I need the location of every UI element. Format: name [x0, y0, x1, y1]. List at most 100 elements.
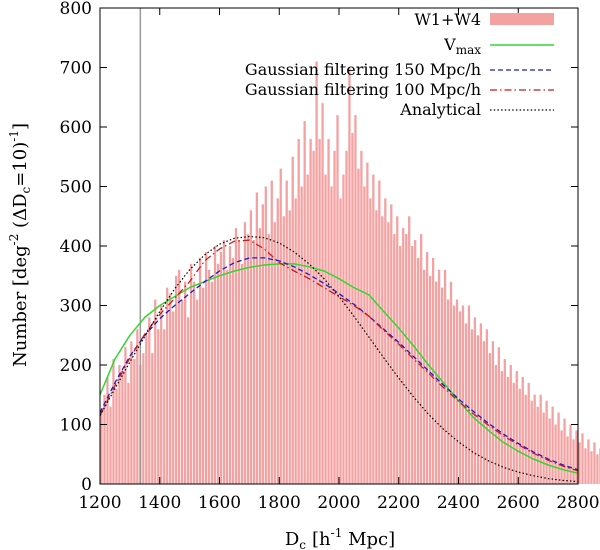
histogram-bar [351, 132, 354, 484]
histogram-bar [339, 198, 342, 484]
histogram-bar [506, 376, 509, 484]
histogram-bar [186, 317, 190, 484]
histogram-bar [261, 204, 264, 484]
histogram-bar [175, 275, 178, 484]
curve-gauss100 [99, 239, 579, 472]
x-tick-label: 1400 [138, 493, 181, 513]
histogram-bar [100, 412, 103, 484]
histogram-bar [554, 424, 557, 484]
histogram-bar [315, 61, 318, 485]
histogram-bar [166, 287, 169, 484]
histogram-bar [524, 394, 527, 484]
histogram-bar [121, 370, 124, 484]
histogram-bar [273, 222, 276, 484]
histogram-bar [207, 269, 211, 484]
histogram-bar [243, 222, 247, 484]
histogram-bar [396, 216, 399, 484]
histogram-bar [369, 198, 372, 484]
histogram-bar [366, 162, 369, 484]
y-axis-ticks: 0 100 200 300 400 500 600 700 800 [60, 0, 578, 495]
histogram-bar [578, 442, 581, 484]
histogram-bar [321, 103, 324, 484]
legend-entry-gauss150: Gaussian filtering 150 Mpc/h [245, 60, 554, 79]
histogram-bar [428, 275, 432, 484]
histogram-bar [300, 186, 303, 484]
histogram-bar [593, 442, 596, 484]
histogram-bar [124, 347, 127, 484]
y-tick-label: 700 [60, 59, 92, 79]
histogram-bar [384, 198, 387, 484]
histogram-bar [372, 174, 375, 484]
histogram-bar [213, 246, 217, 484]
histogram-bar [184, 281, 187, 484]
histogram-bar [127, 382, 130, 484]
x-tick-label: 2600 [497, 493, 540, 513]
histogram-bar [345, 150, 348, 485]
histogram-bar [533, 394, 536, 484]
histogram-bar [357, 168, 360, 484]
histogram-bar [258, 228, 261, 484]
model-curves [99, 235, 579, 483]
histogram-bar [399, 246, 402, 484]
histogram-bar [563, 418, 566, 484]
histogram-bar [476, 335, 480, 484]
histogram-bar [464, 323, 468, 484]
histogram-bar [473, 317, 477, 484]
histogram-bar [575, 430, 578, 484]
histogram-bar [390, 204, 393, 484]
histogram-bar [378, 180, 381, 485]
histogram-bar [482, 341, 486, 484]
histogram-bar [118, 365, 121, 484]
histogram-bar [461, 305, 465, 484]
histogram-bar [417, 257, 420, 484]
histogram-bar [560, 430, 563, 484]
x-tick-label: 1600 [198, 493, 241, 513]
histogram-bar [425, 251, 429, 484]
histogram-bar [288, 210, 291, 485]
histogram-bar [279, 168, 282, 484]
y-axis-title: Number [deg-2 (ΔDc=10)-1] [7, 123, 33, 367]
histogram-bar [512, 382, 515, 484]
histogram-bar [342, 174, 345, 484]
histogram-bar [103, 394, 106, 484]
histogram-bar [216, 263, 220, 484]
histogram-bar [497, 347, 500, 484]
histogram-bar [228, 246, 232, 484]
histogram-bar [566, 436, 569, 484]
histogram-bar [360, 150, 363, 485]
histogram-bars [100, 61, 600, 485]
histogram-bar [115, 388, 118, 484]
histogram-bar [270, 180, 273, 485]
y-tick-label: 200 [60, 356, 92, 376]
legend-label-analytical: Analytical [399, 100, 481, 119]
x-axis-ticks: 1200 1400 1600 1800 2000 2200 2400 2600 2800 [78, 8, 600, 513]
legend-entry-gauss100: Gaussian filtering 100 Mpc/h [245, 80, 554, 99]
histogram-bar [530, 400, 533, 484]
histogram-bar [219, 251, 223, 484]
histogram-bar [393, 234, 396, 484]
histogram-bar [545, 400, 548, 484]
x-tick-label: 2800 [556, 493, 599, 513]
histogram-bar [515, 370, 518, 484]
histogram-bar [234, 228, 238, 484]
histogram-bar [133, 359, 136, 484]
histogram-bar [240, 263, 244, 484]
curve-analytical [99, 235, 579, 483]
histogram-bar [387, 222, 390, 484]
x-tick-label: 2400 [437, 493, 480, 513]
x-tick-label: 2200 [377, 493, 420, 513]
histogram-bar [181, 299, 184, 484]
histogram-bar [548, 418, 551, 484]
legend-entry-vmax: Vmax [443, 35, 554, 57]
histogram-bar [276, 198, 279, 484]
histogram-bar [327, 138, 330, 484]
histogram-bar [596, 454, 599, 484]
y-tick-label: 100 [60, 416, 92, 436]
histogram-bar [336, 115, 339, 484]
histogram-bar [420, 234, 423, 484]
histogram-bar [157, 329, 160, 484]
histogram-bar [479, 323, 483, 484]
histogram-bar [142, 353, 145, 484]
histogram-bar [542, 412, 545, 484]
histogram-bar [282, 216, 285, 484]
